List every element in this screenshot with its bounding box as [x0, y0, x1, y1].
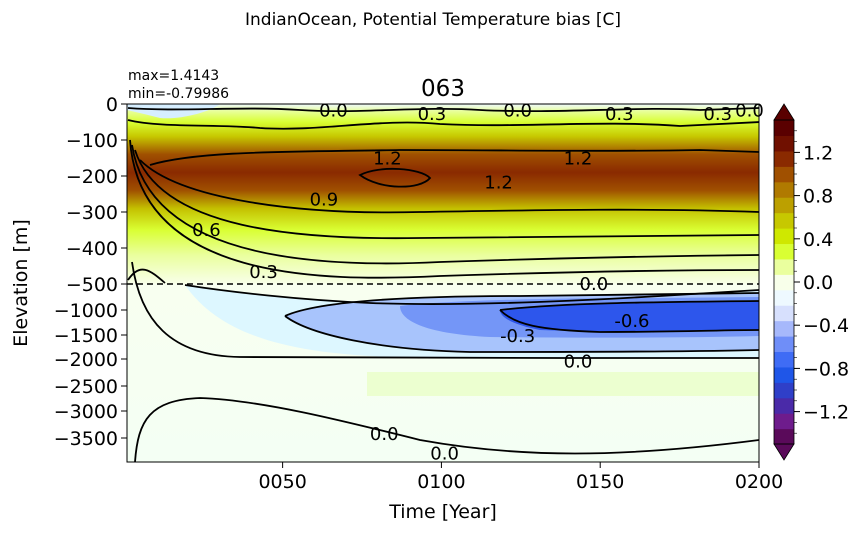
colorbar-tick-label-4: −0.4 [803, 315, 849, 337]
colorbar-swatch-7 [774, 320, 794, 337]
x-tick-label-2: 0150 [576, 471, 624, 493]
colorbar-swatch-9 [774, 289, 794, 306]
colorbar-swatch-15 [774, 197, 794, 214]
contour-label-4: 0.3 [703, 104, 732, 125]
y-tick-label-6: −1000 [54, 300, 118, 322]
colorbar-swatch-10 [774, 274, 794, 291]
field-surface-cool [127, 104, 220, 119]
colorbar-swatch-8 [774, 305, 794, 322]
field-coldest-zone [500, 301, 759, 332]
contour-label-5: 0.0 [735, 100, 764, 121]
y-tick-label-7: −1500 [54, 325, 118, 347]
contour-label-16: 0.0 [370, 424, 399, 445]
contour-line-7 [184, 284, 759, 305]
contour-label-1: 0.3 [418, 104, 447, 125]
colorbar-swatch-4 [774, 366, 794, 383]
colorbar: 1.2 0.8 0.4 0.0 −0.4 −0.8 −1.2 [773, 103, 849, 461]
colorbar-swatch-14 [774, 212, 794, 229]
colorbar-swatch-6 [774, 336, 794, 353]
contour-line-2 [134, 149, 759, 240]
contour-line-4 [129, 139, 759, 279]
colorbar-swatch-11 [774, 258, 794, 275]
colorbar-tick-label-1: 0.8 [803, 186, 833, 208]
y-tick-label-5: −500 [66, 274, 118, 296]
contour-label-12: 0.0 [580, 274, 609, 295]
plot-frame [126, 103, 760, 463]
colorbar-extend-min [773, 443, 795, 461]
contour-line-5 [127, 119, 759, 130]
contour-loop-warm-core [358, 167, 432, 188]
y-tick-label-2: −200 [66, 166, 118, 188]
contour-label-17: 0.0 [430, 443, 459, 464]
field-warm-patch [367, 372, 759, 396]
colorbar-swatch-0 [774, 428, 794, 445]
figure-suptitle: IndianOcean, Potential Temperature bias … [245, 10, 621, 30]
x-tick-label-0: 0050 [258, 471, 306, 493]
contour-label-8: 1.2 [484, 172, 513, 193]
contour-line-6 [127, 107, 759, 113]
chart-title: 063 [421, 76, 465, 102]
contour-line-9 [284, 315, 759, 353]
contour-line-13 [134, 397, 759, 462]
contour-label-6: 1.2 [373, 149, 402, 170]
colorbar-swatch-1 [774, 413, 794, 430]
colorbar-swatch-16 [774, 181, 794, 198]
contour-line-11 [499, 309, 759, 333]
contour-label-13: -0.6 [614, 311, 649, 332]
colorbar-tick-label-0: 1.2 [803, 142, 833, 164]
colorbar-swatch-19 [774, 135, 794, 152]
min-stat: min=-0.79986 [128, 86, 229, 102]
colorbar-swatch-12 [774, 243, 794, 260]
heatmap-field [127, 104, 759, 462]
contour-label-3: 0.3 [605, 104, 634, 125]
x-axis-label: Time [Year] [388, 501, 497, 523]
x-tick-label-3: 0200 [735, 471, 783, 493]
contour-line-10 [499, 300, 759, 311]
colorbar-swatch-18 [774, 150, 794, 167]
x-axis-ticks: 0050 0100 0150 0200 [258, 462, 783, 493]
contour-label-0: 0.0 [319, 100, 348, 121]
field-upper-ocean [127, 104, 759, 284]
contour-labels: 0.0 0.3 0.0 0.3 0.3 0.01.2 1.21.20.90.60.30.0-… [192, 100, 764, 464]
contour-line-1 [139, 159, 759, 214]
contour-left-edge [127, 268, 166, 284]
y-axis-label: Elevation [m] [10, 219, 32, 347]
y-tick-label-11: −3500 [54, 428, 118, 450]
contour-line-0 [149, 149, 759, 166]
contour-label-7: 1.2 [564, 149, 593, 170]
colorbar-swatch-13 [774, 228, 794, 245]
colorbar-swatch-5 [774, 351, 794, 368]
colorbar-swatch-20 [774, 120, 794, 137]
max-stat: max=1.4143 [128, 68, 219, 84]
colorbar-extend-max [773, 103, 795, 121]
colorbar-tick-label-5: −0.8 [803, 358, 849, 380]
contour-line-8 [284, 292, 759, 317]
x-tick-label-1: 0100 [417, 471, 465, 493]
contour-label-14: -0.3 [500, 326, 535, 347]
colorbar-tick-label-3: 0.0 [803, 272, 833, 294]
y-tick-label-1: −100 [66, 130, 118, 152]
contour-label-10: 0.6 [192, 220, 221, 241]
contour-lines [127, 107, 759, 462]
contour-label-15: 0.0 [564, 352, 593, 373]
colorbar-tick-label-2: 0.4 [803, 229, 833, 251]
y-tick-label-9: −2500 [54, 376, 118, 398]
y-tick-label-4: −400 [66, 238, 118, 260]
y-tick-label-0: 0 [106, 94, 118, 116]
contour-label-11: 0.3 [249, 262, 278, 283]
y-tick-label-8: −2000 [54, 349, 118, 371]
colorbar-swatch-17 [774, 166, 794, 183]
y-tick-label-10: −3000 [54, 401, 118, 423]
colorbar-swatch-2 [774, 397, 794, 414]
colorbar-tick-label-6: −1.2 [803, 402, 849, 424]
contour-line-3 [131, 144, 759, 265]
colorbar-swatch-3 [774, 382, 794, 399]
contour-label-2: 0.0 [503, 100, 532, 121]
y-tick-label-3: −300 [66, 202, 118, 224]
contour-label-9: 0.9 [310, 189, 339, 210]
y-axis-ticks: 0 −100 −200 −300 −400 −500 −1000 −1500−2000 −250… [54, 94, 127, 450]
contour-line-12 [131, 261, 759, 359]
